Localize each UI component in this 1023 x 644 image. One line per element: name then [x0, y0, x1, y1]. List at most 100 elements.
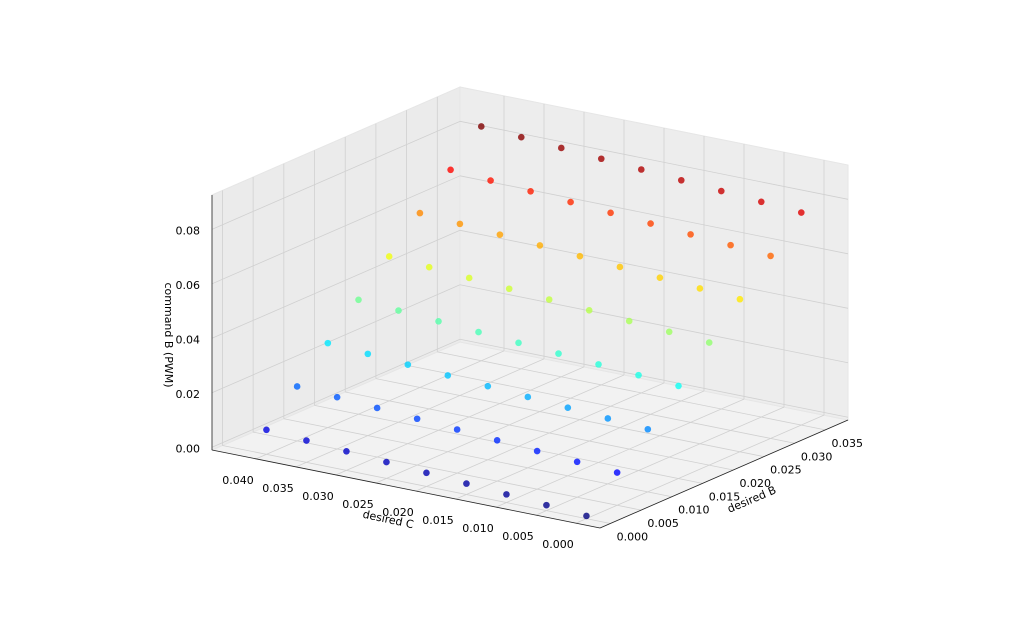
data-point — [656, 274, 664, 282]
data-point — [705, 339, 713, 346]
grid-line — [459, 284, 849, 364]
y-tick-label: 0.005 — [502, 530, 534, 543]
data-point — [564, 404, 572, 412]
y-tick-label: 0.040 — [222, 474, 254, 487]
y-tick-label: 0.020 — [382, 506, 414, 519]
data-point — [385, 253, 393, 260]
data-point — [613, 469, 621, 476]
grid-line — [211, 120, 461, 230]
data-point — [435, 318, 442, 325]
data-point — [517, 133, 525, 141]
x-tick-label: 0.000 — [617, 530, 649, 543]
data-point — [395, 307, 402, 314]
data-point — [333, 393, 341, 401]
data-point — [533, 447, 541, 455]
data-point — [493, 436, 501, 444]
data-point — [416, 209, 424, 217]
data-point — [373, 404, 381, 412]
x-tick-label: 0.010 — [678, 504, 710, 517]
data-point — [736, 295, 744, 303]
data-point — [727, 241, 734, 249]
grid-line — [459, 120, 849, 200]
data-point — [324, 339, 332, 347]
data-point — [616, 263, 624, 271]
data-point — [607, 209, 614, 217]
data-point — [515, 339, 522, 347]
z-tick-label: 0.02 — [176, 388, 201, 401]
z-tick-label: 0.08 — [176, 224, 201, 237]
z-tick-label: 0.04 — [176, 333, 201, 346]
data-point — [625, 317, 633, 325]
data-point — [423, 469, 430, 477]
data-point — [536, 242, 544, 249]
grid-line — [375, 374, 625, 484]
grid-line — [535, 406, 785, 516]
grid-line — [295, 358, 545, 468]
y-tick-label: 0.025 — [342, 498, 374, 511]
data-point — [665, 328, 673, 336]
data-point — [576, 252, 584, 260]
data-point — [447, 166, 454, 174]
grid-line — [211, 175, 461, 285]
grid-line — [575, 414, 825, 524]
x-tick-label: 0.030 — [801, 450, 833, 463]
x-tick-label: 0.005 — [647, 517, 679, 530]
y-tick-label: 0.010 — [462, 522, 494, 535]
z-tick-label: 0.06 — [176, 279, 201, 292]
data-point — [303, 437, 310, 444]
data-point — [635, 371, 642, 379]
data-point — [383, 458, 390, 466]
data-point — [757, 198, 765, 206]
data-point — [585, 306, 593, 314]
data-point — [293, 383, 301, 390]
data-point — [677, 176, 685, 184]
data-point — [545, 296, 553, 303]
data-point — [595, 361, 602, 368]
data-point — [637, 166, 645, 173]
data-point — [425, 263, 433, 271]
data-point — [475, 328, 482, 336]
data-point — [583, 512, 590, 520]
data-point — [364, 350, 372, 358]
data-point — [543, 501, 550, 509]
z-axis-label: command B (PWM) — [162, 282, 175, 387]
data-point — [487, 177, 494, 184]
axis-line — [211, 449, 601, 529]
grid-line — [335, 366, 585, 476]
data-point — [767, 252, 774, 260]
grid-line — [495, 398, 745, 508]
data-point — [524, 393, 532, 401]
grid-line — [459, 229, 849, 309]
grid-line — [459, 175, 849, 255]
back-pane — [459, 86, 849, 421]
grid-line — [211, 284, 461, 394]
data-point — [687, 231, 694, 238]
grid-line — [255, 350, 505, 460]
data-point — [797, 209, 805, 216]
data-point — [644, 425, 652, 433]
data-point — [675, 382, 682, 390]
x-tick-label: 0.035 — [832, 437, 864, 450]
data-point — [263, 426, 270, 434]
data-point — [453, 426, 461, 433]
data-point — [597, 155, 605, 163]
data-point — [696, 285, 704, 292]
data-point — [505, 285, 513, 293]
data-point — [484, 382, 492, 390]
grid-line — [211, 229, 461, 339]
data-point — [717, 187, 725, 195]
data-point — [477, 123, 485, 130]
data-point — [647, 220, 654, 227]
data-point — [604, 415, 612, 422]
y-tick-label: 0.000 — [542, 538, 574, 551]
data-point — [465, 274, 473, 282]
x-tick-label: 0.025 — [770, 464, 802, 477]
data-point — [444, 372, 452, 379]
data-point — [557, 144, 565, 152]
data-point — [456, 220, 464, 228]
y-tick-label: 0.015 — [422, 514, 454, 527]
data-point — [567, 198, 574, 206]
z-tick-label: 0.00 — [176, 442, 201, 455]
y-tick-label: 0.030 — [302, 490, 334, 503]
grid-line — [459, 338, 849, 418]
